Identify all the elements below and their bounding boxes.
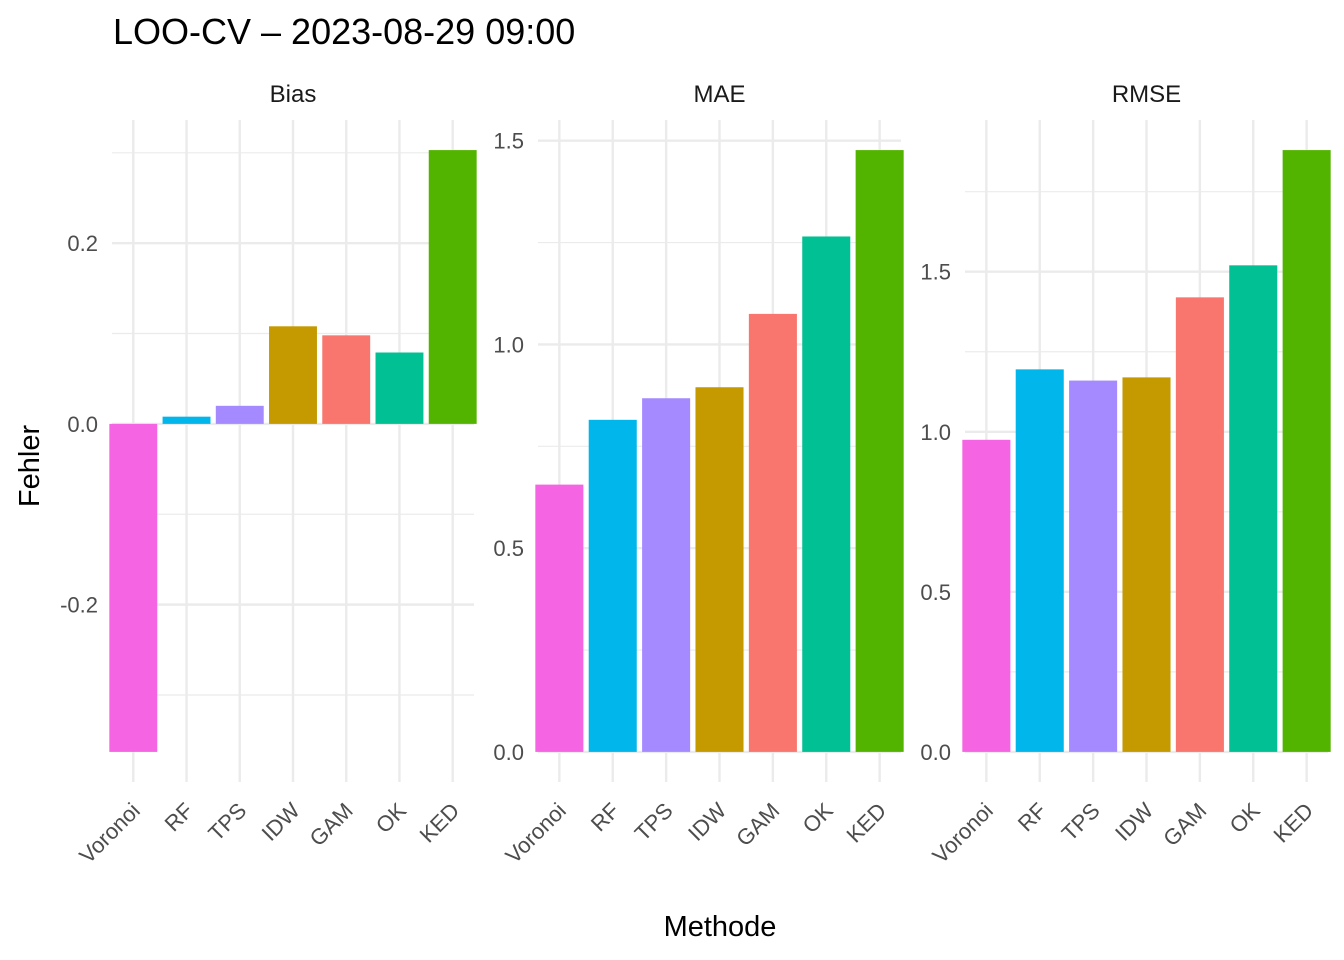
bar-bias-gam (322, 335, 371, 424)
bar-rmse-voronoi (962, 439, 1011, 752)
bar-bias-voronoi (109, 423, 158, 752)
x-tick-label: TPS (1057, 798, 1105, 846)
x-tick-label: KED (1269, 798, 1319, 848)
x-tick-label: OK (1225, 798, 1265, 838)
facet-strip-label: Bias (270, 81, 317, 108)
x-tick-label: IDW (683, 798, 731, 846)
x-tick-label: TPS (203, 798, 251, 846)
chart-title: LOO-CV – 2023-08-29 09:00 (113, 11, 575, 52)
facet-panel-rmse: 0.0 0.5 1.0 1.5 Voronoi RF TPS IDW GAM OK KED RMSE (920, 81, 1331, 868)
bar-mae-ked (855, 150, 904, 752)
bar-mae-idw (695, 387, 744, 752)
facet-panel-mae: 0.0 0.5 1.0 1.5 Voronoi RF TPS IDW GAM OK KED MAE (493, 81, 904, 868)
x-tick-label: GAM (1158, 798, 1211, 851)
facet-strip-label: MAE (693, 81, 745, 108)
x-tick-label: RF (586, 798, 624, 836)
x-tick-label: KED (415, 798, 465, 848)
bar-mae-tps (642, 398, 691, 752)
bar-mae-ok (802, 236, 851, 752)
x-tick-label: IDW (257, 798, 305, 846)
y-tick-label: 1.5 (920, 260, 951, 285)
bar-mae-gam (748, 313, 797, 752)
y-tick-label: 0.0 (493, 740, 524, 765)
facet-strip-label: RMSE (1112, 81, 1181, 108)
bar-rmse-tps (1069, 380, 1118, 752)
bar-bias-idw (269, 326, 317, 424)
y-tick-label: 1.0 (920, 420, 951, 445)
bar-rmse-gam (1175, 297, 1224, 752)
bar-bias-ked (428, 150, 477, 424)
x-tick-label: OK (371, 798, 411, 838)
x-tick-label: Voronoi (74, 798, 144, 868)
y-tick-label: 1.0 (493, 332, 524, 357)
y-tick-label: 0.5 (920, 580, 951, 605)
y-tick-label: -0.2 (60, 593, 98, 618)
x-tick-label: IDW (1110, 798, 1158, 846)
bar-rmse-ked (1282, 150, 1331, 752)
x-tick-label: TPS (630, 798, 678, 846)
x-tick-label: OK (798, 798, 838, 838)
bar-bias-tps (215, 405, 264, 424)
x-tick-label: GAM (731, 798, 784, 851)
bar-bias-ok (375, 352, 424, 424)
x-tick-label: RF (160, 798, 198, 836)
x-tick-label: Voronoi (927, 798, 997, 868)
bar-bias-rf (162, 416, 211, 424)
bar-mae-rf (588, 419, 637, 752)
y-tick-label: 0.5 (493, 536, 524, 561)
facet-panel-bias: -0.2 0.0 0.2 Voronoi RF TPS IDW GAM OK KED Bias (60, 81, 477, 868)
bar-mae-voronoi (535, 484, 584, 752)
y-tick-label: 1.5 (493, 129, 524, 154)
x-axis-title: Methode (664, 911, 777, 943)
y-tick-label: 0.0 (920, 740, 951, 765)
y-axis-title: Fehler (14, 425, 46, 508)
bar-rmse-ok (1229, 265, 1278, 752)
y-tick-label: 0.0 (67, 412, 98, 437)
x-tick-label: Voronoi (500, 798, 570, 868)
x-tick-label: RF (1013, 798, 1051, 836)
x-tick-label: GAM (305, 798, 358, 851)
bar-rmse-idw (1122, 377, 1171, 752)
bar-rmse-rf (1015, 369, 1064, 752)
x-tick-label: KED (842, 798, 892, 848)
y-tick-label: 0.2 (67, 231, 98, 256)
